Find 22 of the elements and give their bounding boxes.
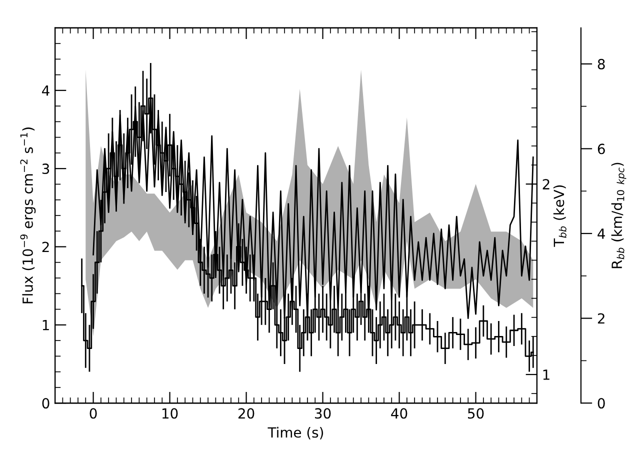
y3-tick-label: 6 (598, 144, 605, 154)
y2-axis-title: T$_{bb}$ (keV) (553, 185, 566, 247)
y-tick-label: 0 (42, 398, 50, 409)
y-tick-label: 4 (42, 86, 50, 96)
x-tick-label: 30 (314, 408, 331, 419)
y3-axis-title: R$_{bb}$ (km/d$_{10 kpc}$) (611, 162, 626, 268)
x-tick-label: 0 (90, 408, 97, 419)
x-tick-label: 10 (162, 408, 178, 419)
x-axis-title: Time (s) (268, 426, 324, 440)
y-tick-label: 3 (42, 164, 50, 174)
y3-tick-label: 2 (598, 313, 604, 324)
x-tick-label: 40 (391, 408, 408, 419)
y2-tick-label: 1 (543, 370, 550, 380)
y-axis-title: Flux (10$^{−9}$ ergs cm$^{−2}$ s$^{−1}$) (20, 128, 36, 304)
y-tick-label: 1 (42, 320, 49, 330)
x-tick-label: 20 (238, 408, 254, 419)
y3-tick-label: 4 (598, 228, 605, 239)
y3-tick-label: 8 (598, 58, 605, 70)
y2-tick-label: 2 (542, 179, 550, 190)
x-tick-label: 50 (468, 408, 484, 419)
y-tick-label: 2 (42, 242, 49, 252)
y3-tick-label: 0 (598, 398, 605, 409)
